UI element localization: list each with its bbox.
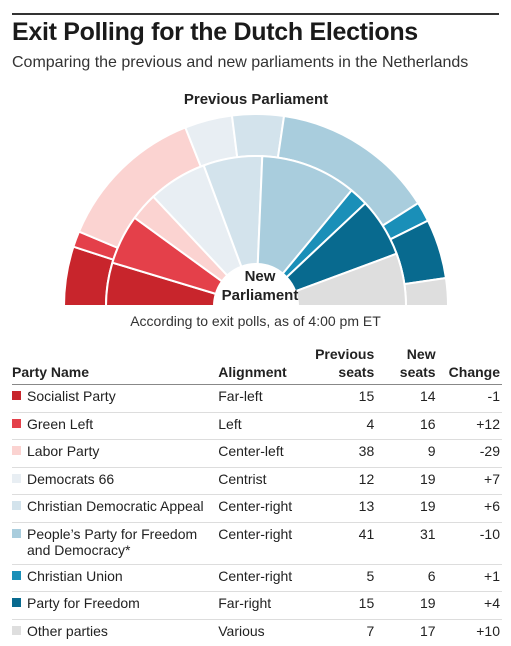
col-previous-seats: Previous seats xyxy=(314,345,380,385)
party-alignment: Various xyxy=(218,622,265,639)
chart-title: Exit Polling for the Dutch Elections xyxy=(12,18,418,46)
new-seats: 19 xyxy=(420,595,436,611)
table-header-row: Party Name Alignment Previous seats New se… xyxy=(12,345,502,385)
center-hole xyxy=(214,264,298,306)
previous-seats: 5 xyxy=(366,567,375,584)
previous-seats: 13 xyxy=(358,498,375,514)
table-row: Christian Union Center-right 5 6 +1 xyxy=(12,564,502,592)
parliament-chart: Previous Parliament New Parliament xyxy=(62,91,450,307)
party-alignment: Left xyxy=(218,415,242,432)
party-color-swatch xyxy=(12,391,21,400)
previous-seats: 4 xyxy=(366,415,375,432)
new-seats: 19 xyxy=(420,470,436,487)
party-color-swatch xyxy=(12,446,21,455)
party-name: Democrats 66 xyxy=(27,470,115,487)
table-row: People’s Party for Freedom and Democracy*… xyxy=(12,522,502,564)
previous-seats: 38 xyxy=(358,443,375,459)
table-row: Green Left Left 4 16 +12 xyxy=(12,412,502,440)
party-alignment: Center-right xyxy=(218,567,293,584)
col-alignment: Alignment xyxy=(218,364,287,380)
party-alignment: Far-left xyxy=(218,388,263,404)
previous-parliament-label: Previous Parliament xyxy=(184,91,328,108)
table-row: Party for Freedom Far-right 15 19 +4 xyxy=(12,592,502,619)
table-row: Democrats 66 Centrist 12 19 +7 xyxy=(12,467,502,495)
col-new-line2: seats xyxy=(399,364,436,380)
seat-change: +6 xyxy=(484,498,500,514)
party-alignment: Center-right xyxy=(218,525,293,542)
col-previous-line1: Previous xyxy=(315,346,375,362)
new-parliament-ring xyxy=(104,155,408,307)
col-change: Change xyxy=(448,364,500,380)
chart-note: According to exit polls, as of 4:00 pm E… xyxy=(130,313,381,329)
party-name: Labor Party xyxy=(27,443,100,459)
table-row: Other parties Various 7 17 +10 xyxy=(12,619,502,646)
seat-change: -29 xyxy=(479,443,500,459)
party-alignment: Center-left xyxy=(218,443,284,459)
previous-seats: 15 xyxy=(358,388,375,404)
previous-seat-segment xyxy=(403,276,450,307)
new-seats: 14 xyxy=(420,388,436,404)
seat-change: +4 xyxy=(484,595,500,611)
seat-change: +1 xyxy=(484,567,500,584)
party-color-swatch xyxy=(12,625,21,635)
previous-seats: 12 xyxy=(358,470,375,487)
chart-subtitle: Comparing the previous and new parliamen… xyxy=(12,54,469,71)
party-color-swatch xyxy=(12,598,21,607)
col-party-name: Party Name xyxy=(12,364,90,380)
previous-seat-segment xyxy=(230,113,286,159)
party-name: Socialist Party xyxy=(27,388,116,404)
party-color-swatch xyxy=(12,528,21,538)
party-name-line1: People’s Party for Freedom xyxy=(27,525,198,542)
new-parliament-label-line2: Parliament xyxy=(222,287,299,304)
party-name: Party for Freedom xyxy=(27,595,140,611)
seat-change: -1 xyxy=(487,388,500,404)
new-seats: 6 xyxy=(427,567,436,584)
table-row: Christian Democratic Appeal Center-right 1… xyxy=(12,495,502,522)
col-new-seats: New seats xyxy=(380,345,439,385)
new-seats: 19 xyxy=(420,498,436,514)
top-rule xyxy=(12,13,499,15)
new-seats: 31 xyxy=(420,525,436,542)
party-name-line2: and Democracy* xyxy=(27,541,131,558)
party-name: Christian Democratic Appeal xyxy=(27,498,204,514)
previous-seats: 15 xyxy=(358,595,375,611)
new-seats: 17 xyxy=(420,622,436,639)
seats-table: Party Name Alignment Previous seats New se… xyxy=(12,345,502,646)
col-new-line1: New xyxy=(406,346,436,362)
new-parliament-label-line1: New xyxy=(245,268,276,285)
party-alignment: Centrist xyxy=(218,470,267,487)
party-alignment: Far-right xyxy=(218,595,272,611)
party-name: Christian Union xyxy=(27,567,123,584)
col-previous-line2: seats xyxy=(338,364,375,380)
party-name: Other parties xyxy=(27,622,108,639)
table-row: Socialist Party Far-left 15 14 -1 xyxy=(12,385,502,412)
seat-change: +7 xyxy=(484,470,500,487)
table-row: Labor Party Center-left 38 9 -29 xyxy=(12,440,502,467)
seat-change: +12 xyxy=(476,415,500,432)
previous-seats: 41 xyxy=(358,525,375,542)
party-name: Green Left xyxy=(27,415,94,432)
party-alignment: Center-right xyxy=(218,498,293,514)
previous-seats: 7 xyxy=(366,622,375,639)
seat-change: +10 xyxy=(476,622,500,639)
party-color-swatch xyxy=(12,570,21,580)
seat-change: -10 xyxy=(479,525,500,542)
party-color-swatch xyxy=(12,418,21,428)
party-color-swatch xyxy=(12,501,21,510)
party-name: People’s Party for Freedom and Democracy* xyxy=(27,526,197,558)
new-seats: 16 xyxy=(420,415,436,432)
new-seats: 9 xyxy=(427,443,436,459)
party-color-swatch xyxy=(12,473,21,483)
